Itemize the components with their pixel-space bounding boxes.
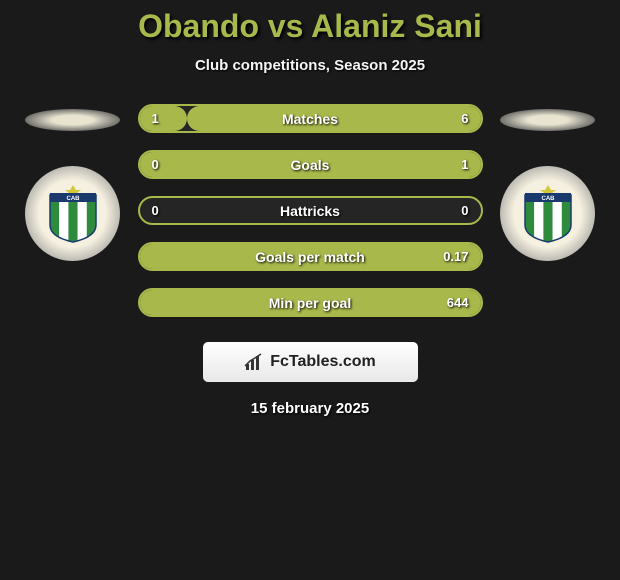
shield-icon: CAB [48, 185, 98, 243]
stat-row: 1Matches6 [138, 104, 483, 133]
stat-value-right: 0 [461, 203, 468, 218]
brand-badge[interactable]: FcTables.com [203, 342, 418, 382]
player-photo-placeholder-right [500, 109, 595, 131]
stat-row: 0Goals1 [138, 150, 483, 179]
stat-label: Min per goal [140, 295, 481, 311]
stat-label: Matches [140, 111, 481, 127]
shield-icon: CAB [523, 185, 573, 243]
stat-value-right: 0.17 [443, 249, 468, 264]
stat-value-right: 644 [447, 295, 469, 310]
stat-value-right: 6 [461, 111, 468, 126]
player-photo-placeholder-left [25, 109, 120, 131]
stats-panel: 1Matches60Goals10Hattricks0Goals per mat… [138, 104, 483, 317]
stat-row: Goals per match0.17 [138, 242, 483, 271]
left-column: CAB [18, 104, 128, 261]
club-badge-right: CAB [500, 166, 595, 261]
stat-row: Min per goal644 [138, 288, 483, 317]
page-title: Obando vs Alaniz Sani [0, 8, 620, 45]
subtitle: Club competitions, Season 2025 [0, 57, 620, 74]
svg-text:CAB: CAB [541, 196, 555, 202]
club-badge-left: CAB [25, 166, 120, 261]
stat-row: 0Hattricks0 [138, 196, 483, 225]
chart-icon [244, 352, 264, 372]
stat-label: Goals per match [140, 249, 481, 265]
stat-value-right: 1 [461, 157, 468, 172]
svg-text:CAB: CAB [66, 196, 80, 202]
brand-text: FcTables.com [270, 353, 376, 371]
date-label: 15 february 2025 [0, 400, 620, 417]
stat-label: Hattricks [140, 203, 481, 219]
stat-label: Goals [140, 157, 481, 173]
right-column: CAB [493, 104, 603, 261]
infographic-container: Obando vs Alaniz Sani Club competitions,… [0, 0, 620, 417]
content-area: CAB 1Matches60Goals10Hattricks0Goals per… [0, 104, 620, 317]
